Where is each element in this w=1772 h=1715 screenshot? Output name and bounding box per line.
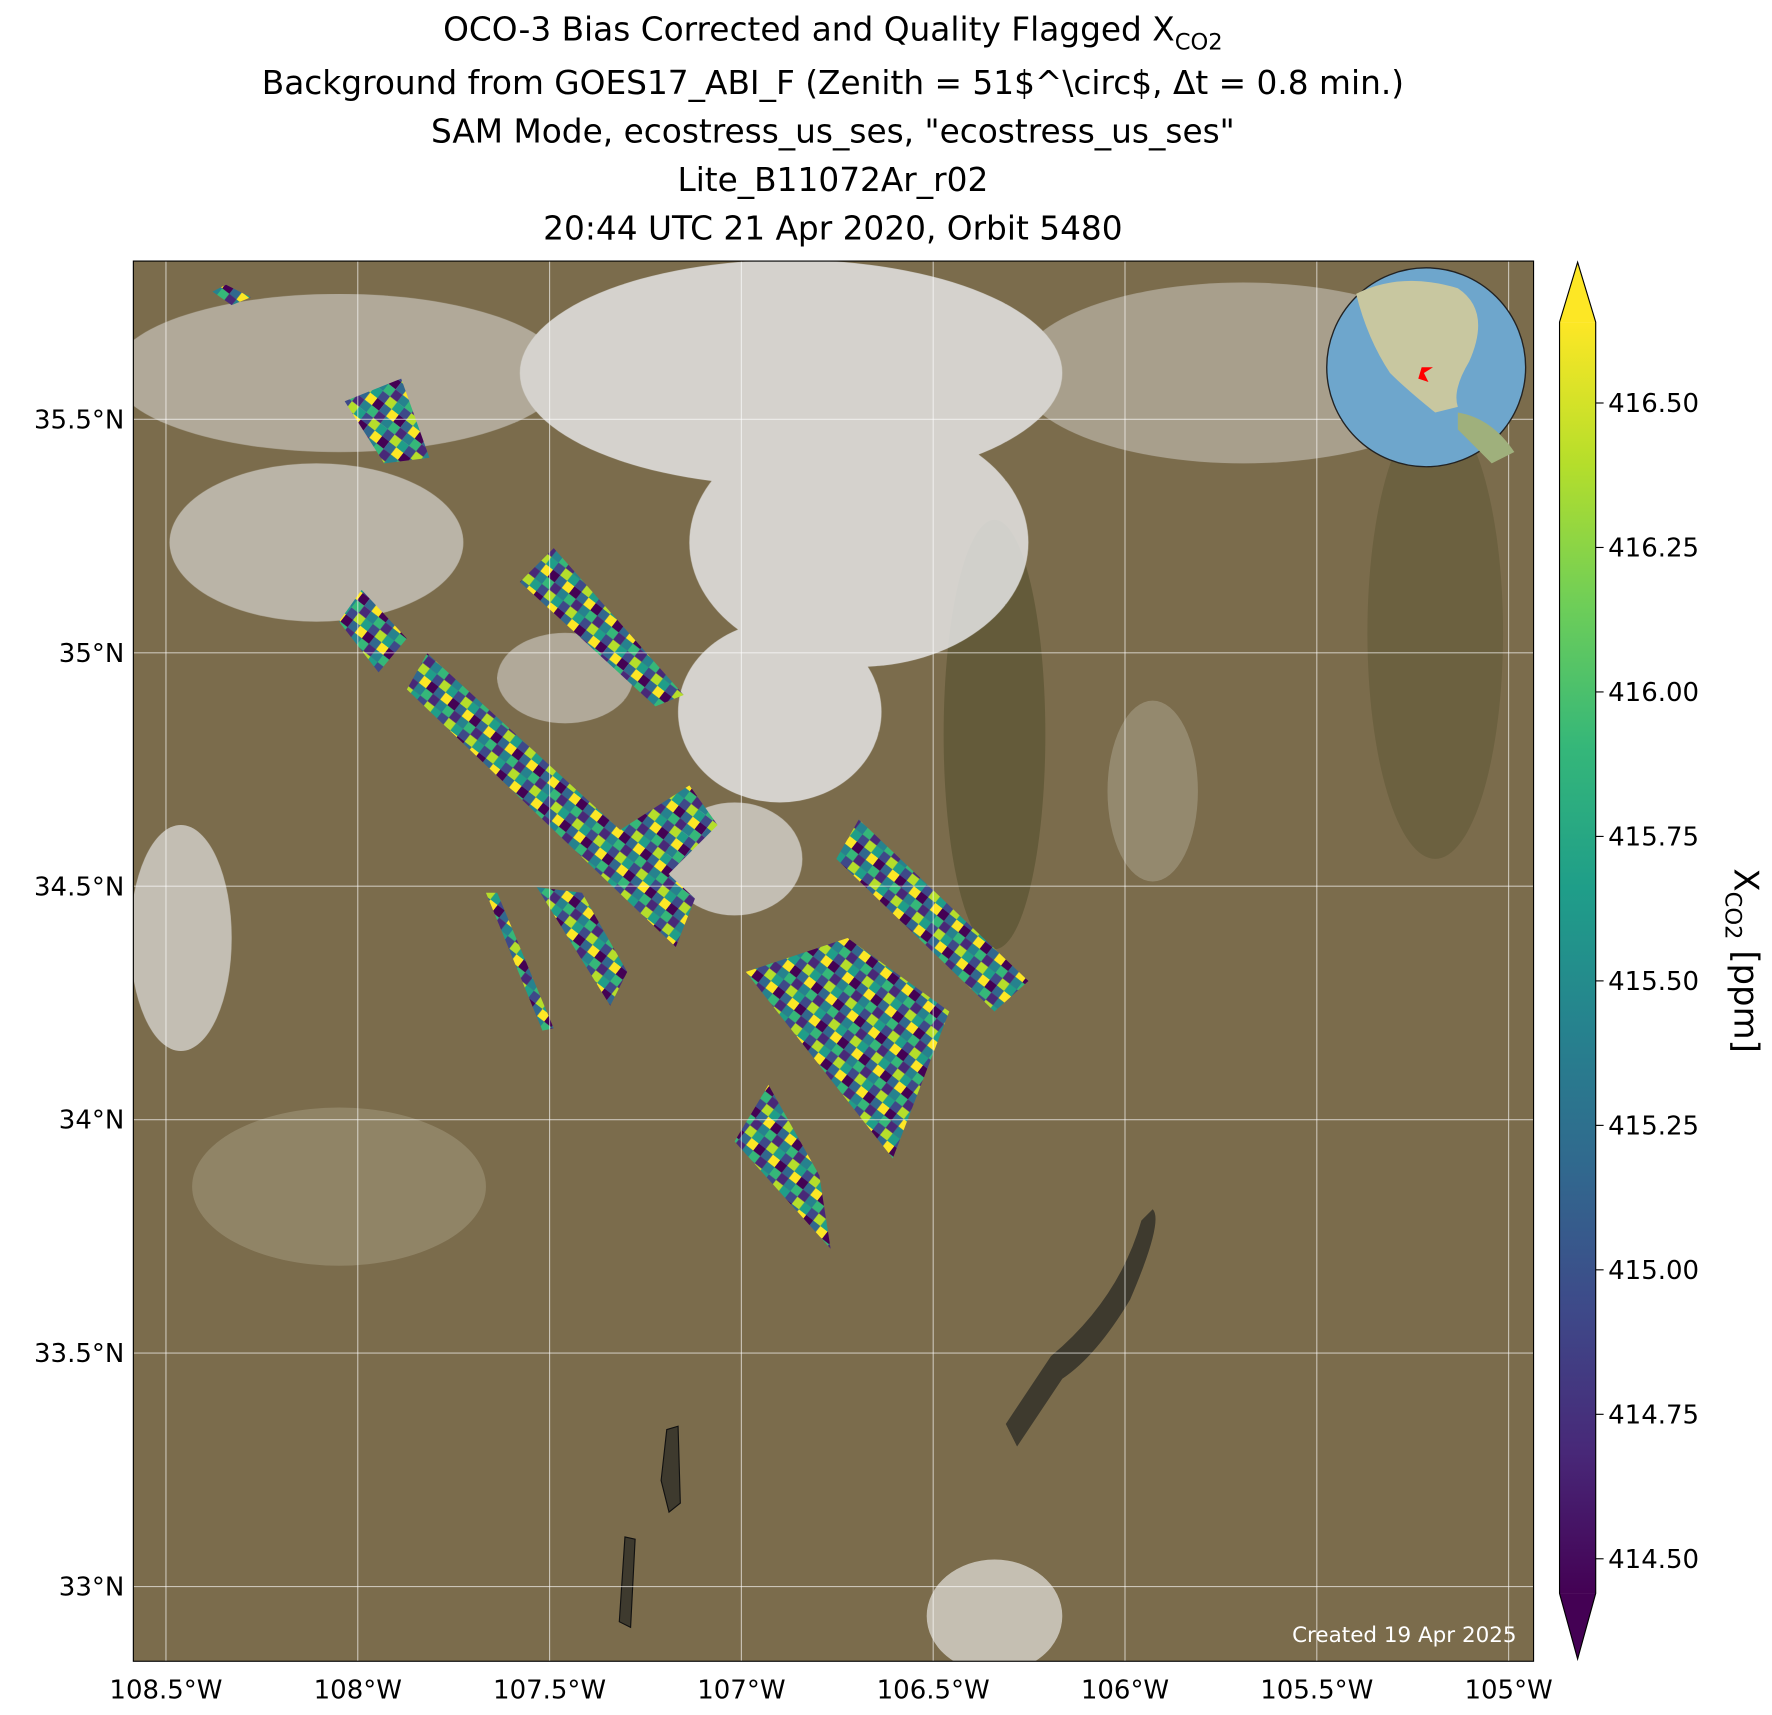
x-tick-label: 105.5°W xyxy=(1260,1676,1373,1706)
x-tick-label: 107°W xyxy=(697,1676,785,1706)
y-tick-label: 34.5°N xyxy=(34,872,124,902)
credit: Created 19 Apr 2025 xyxy=(1292,1623,1517,1648)
y-tick-label: 35.5°N xyxy=(34,405,124,435)
colorbar-extend-top xyxy=(1559,262,1596,323)
y-tick-label: 33°N xyxy=(59,1573,125,1603)
y-tick-label: 34°N xyxy=(59,1106,125,1136)
colorbar-tick-label: 415.50 xyxy=(1608,967,1699,997)
xco2-swaths xyxy=(212,284,1029,1249)
colorbar-tick-label: 416.50 xyxy=(1608,389,1699,419)
inset-globe xyxy=(1326,267,1527,468)
colorbar-tick-label: 416.25 xyxy=(1608,534,1699,564)
colorbar-tick-label: 414.75 xyxy=(1608,1400,1699,1430)
colorbar-outline xyxy=(1558,260,1597,1662)
x-tick-label: 108°W xyxy=(314,1676,402,1706)
title-subscript: CO2 xyxy=(1175,30,1223,56)
colorbar-tick-label: 414.50 xyxy=(1608,1545,1699,1575)
colorbar-tick-label: 415.75 xyxy=(1608,822,1699,852)
y-tick-label: 33.5°N xyxy=(34,1339,124,1369)
x-tick-label: 108.5°W xyxy=(109,1676,222,1706)
map-background xyxy=(133,261,1534,1662)
colorbar: 414.50 414.75 415.00 415.25 415.50 415.75 416.… xyxy=(1558,260,1699,1662)
x-tick-label: 106.5°W xyxy=(877,1676,990,1706)
colorbar-tick-label: 416.00 xyxy=(1608,678,1699,708)
colorbar-extend-bottom xyxy=(1559,1593,1596,1660)
colorbar-label-subscript: CO2 xyxy=(1720,892,1746,940)
colorbar-tick-label: 415.25 xyxy=(1608,1111,1699,1141)
colorbar-label-text: X xyxy=(1727,868,1766,891)
colorbar-body xyxy=(1559,322,1596,1594)
grid xyxy=(133,261,1534,1662)
title-line: Background from GOES17_ABI_F (Zenith = 5… xyxy=(262,64,1404,102)
title-line: Lite_B11072Ar_r02 xyxy=(677,161,988,199)
colorbar-label: XCO2 [ppm] xyxy=(1720,868,1766,1052)
map-frame xyxy=(132,260,1535,1662)
x-tick-label: 107.5°W xyxy=(493,1676,606,1706)
title-line: OCO-3 Bias Corrected and Quality Flagged… xyxy=(443,11,1223,56)
y-tick-label: 35°N xyxy=(59,639,125,669)
colorbar-label-unit: [ppm] xyxy=(1727,940,1766,1053)
colorbar-tick-label: 415.00 xyxy=(1608,1256,1699,1286)
title-text: OCO-3 Bias Corrected and Quality Flagged… xyxy=(443,11,1175,49)
title-line: SAM Mode, ecostress_us_ses, "ecostress_u… xyxy=(431,112,1235,150)
title-line: 20:44 UTC 21 Apr 2020, Orbit 5480 xyxy=(543,210,1122,248)
x-tick-label: 105°W xyxy=(1464,1676,1552,1706)
x-tick-label: 106°W xyxy=(1081,1676,1169,1706)
